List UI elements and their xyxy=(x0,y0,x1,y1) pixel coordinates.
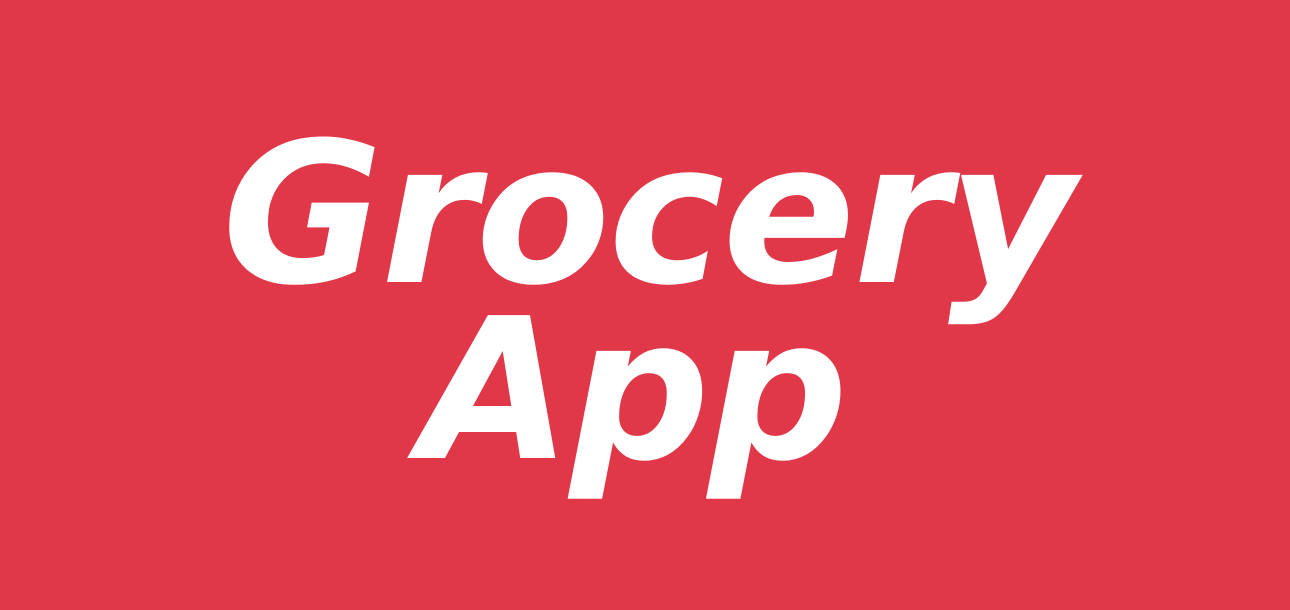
app-title-line-2: App xyxy=(419,277,848,505)
app-title-line-1: Grocery xyxy=(222,101,1076,329)
app-title: Grocery App xyxy=(216,101,1076,505)
